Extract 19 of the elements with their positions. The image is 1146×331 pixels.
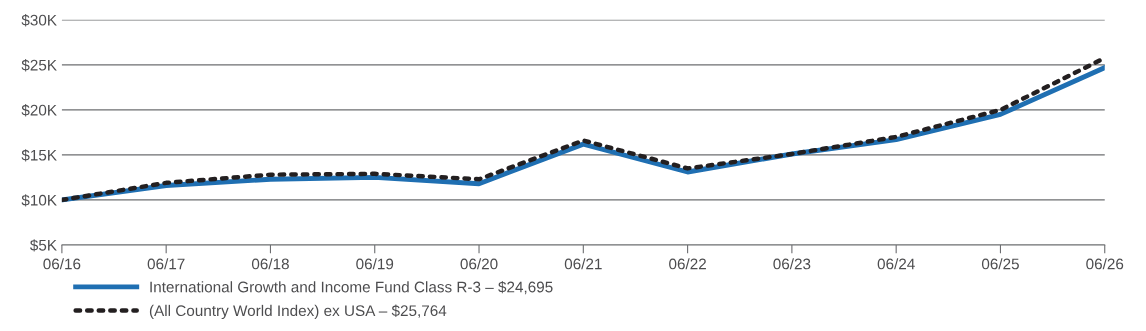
x-tick-label: 06/24 — [877, 258, 915, 270]
x-tick-label: 06/25 — [981, 258, 1019, 270]
x-tick-label: 06/22 — [669, 258, 706, 270]
x-tick-label: 06/19 — [356, 258, 394, 270]
y-tick-label: $10K — [21, 194, 57, 207]
y-tick-label: $25K — [21, 59, 57, 72]
y-tick-label: $15K — [21, 149, 57, 162]
x-tick-label: 06/21 — [564, 258, 602, 270]
y-tick-label: $30K — [21, 14, 57, 27]
x-tick-label: 06/23 — [773, 258, 811, 270]
x-tick-label: 06/17 — [147, 258, 185, 270]
x-tick-label: 06/20 — [460, 258, 498, 270]
legend-label: (All Country World Index) ex USA – $25,764 — [149, 304, 447, 320]
x-tick-label: 06/26 — [1086, 258, 1124, 270]
y-tick-label: $20K — [21, 104, 57, 117]
legend-label: International Growth and Income Fund Class R-3 – $24,695 — [150, 280, 553, 295]
x-tick-label: 06/16 — [43, 258, 81, 270]
y-tick-label: $5K — [30, 239, 57, 252]
x-tick-label: 06/18 — [251, 258, 289, 270]
